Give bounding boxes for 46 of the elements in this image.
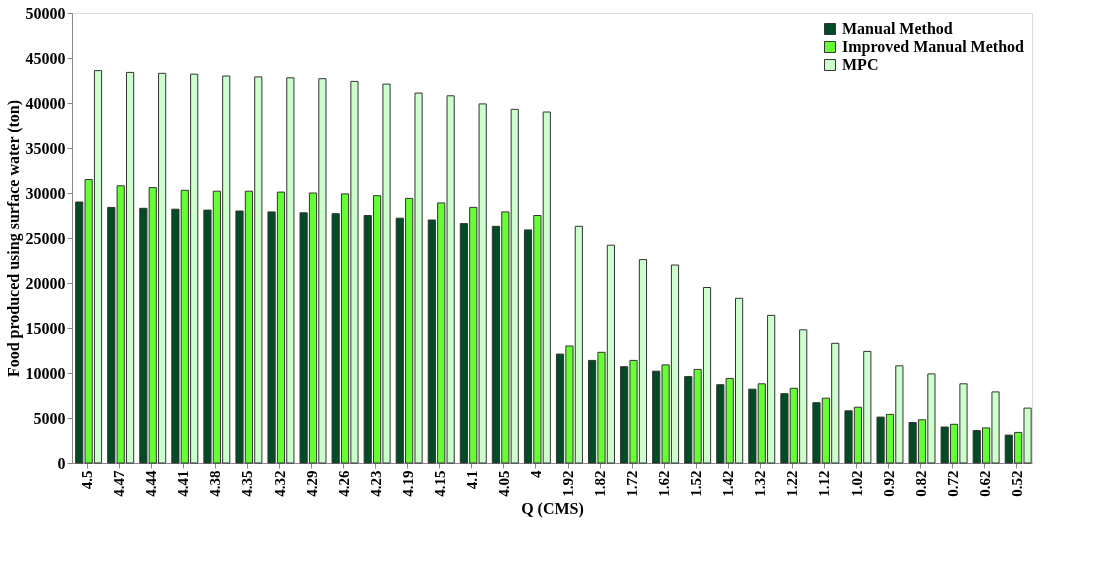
x-tick-label: 1.52 xyxy=(688,470,705,497)
y-tick-label: 50000 xyxy=(25,4,66,22)
x-tick-label: 4 xyxy=(527,470,544,478)
x-tick-label: 1.62 xyxy=(656,470,673,497)
x-tick-label: 4.05 xyxy=(495,470,512,497)
x-tick-label: 1.82 xyxy=(592,470,609,497)
x-tick-label: 0.92 xyxy=(880,470,897,497)
y-tick-label: 35000 xyxy=(25,139,66,157)
y-axis-title: Food produced using surface water (ton) xyxy=(4,99,23,378)
x-tick-label: 1.02 xyxy=(848,470,865,497)
x-tick-label: 0.72 xyxy=(944,470,961,497)
x-tick-label: 4.41 xyxy=(175,470,192,497)
x-tick-label: 1.92 xyxy=(560,470,577,497)
x-tick-label: 4.15 xyxy=(431,470,448,497)
x-tick-label: 4.1 xyxy=(463,470,480,490)
x-tick-label: 0.52 xyxy=(1008,470,1025,497)
x-tick-label: 4.26 xyxy=(335,470,352,497)
x-tick-label: 1.72 xyxy=(624,470,641,497)
y-tick-label: 0 xyxy=(57,454,66,472)
y-tick-label: 10000 xyxy=(25,364,66,382)
legend-label: Manual Method xyxy=(842,20,953,37)
x-tick-label: 4.32 xyxy=(271,470,288,497)
y-tick-label: 20000 xyxy=(25,274,66,292)
x-tick-label: 0.82 xyxy=(912,470,929,497)
x-tick-label: 4.19 xyxy=(399,470,416,497)
x-tick-label: 4.44 xyxy=(143,470,160,497)
x-tick-label: 4.23 xyxy=(367,470,384,497)
y-tick-label: 5000 xyxy=(33,409,66,427)
x-tick-label: 1.42 xyxy=(720,470,737,497)
legend-label: MPC xyxy=(842,56,879,73)
x-tick-label: 4.38 xyxy=(207,470,224,497)
legend-label: Improved Manual Method xyxy=(842,38,1025,56)
y-tick-label: 15000 xyxy=(25,319,66,337)
x-tick-label: 1.32 xyxy=(752,470,769,497)
x-tick-label: 4.5 xyxy=(79,470,96,490)
x-tick-label: 0.62 xyxy=(976,470,993,497)
y-tick-label: 25000 xyxy=(25,229,66,247)
x-tick-label: 1.12 xyxy=(816,470,833,497)
x-tick-label: 4.35 xyxy=(239,470,256,497)
y-tick-label: 30000 xyxy=(25,184,66,202)
y-tick-label: 45000 xyxy=(25,49,66,67)
x-tick-label: 1.22 xyxy=(784,470,801,497)
x-axis-title: Q (CMS) xyxy=(521,499,584,518)
x-tick-label: 4.29 xyxy=(303,470,320,497)
y-tick-label: 40000 xyxy=(25,94,66,112)
x-tick-label: 4.47 xyxy=(111,470,128,497)
